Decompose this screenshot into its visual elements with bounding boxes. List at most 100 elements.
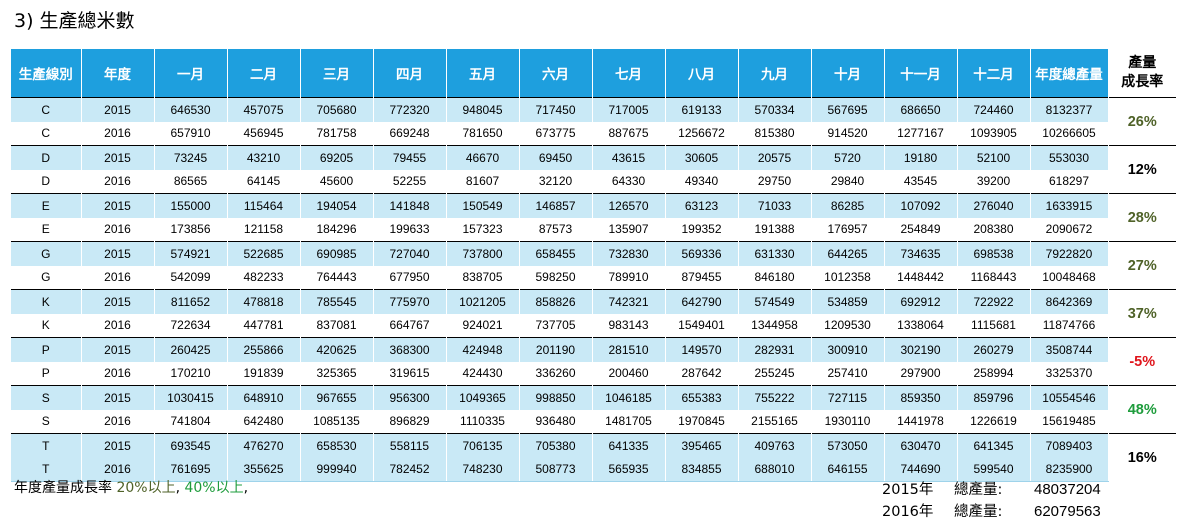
month-cell-mar: 69205 — [300, 145, 374, 170]
month-cell-apr: 782452 — [373, 457, 447, 482]
month-cell-mar: 967655 — [300, 385, 374, 410]
annual-total-cell: 7089403 — [1030, 433, 1109, 458]
header-aug: 八月 — [665, 49, 739, 98]
year-cell: 2015 — [81, 241, 155, 266]
year-cell: 2016 — [81, 265, 155, 290]
month-cell-dec: 698538 — [957, 241, 1031, 266]
month-cell-feb: 43210 — [227, 145, 301, 170]
month-cell-jul: 1481705 — [592, 409, 666, 434]
month-cell-nov: 1448442 — [884, 265, 958, 290]
line-cell: G — [11, 241, 82, 266]
month-cell-jan: 170210 — [154, 361, 228, 386]
total-label: 總產量: — [954, 482, 1003, 498]
month-cell-oct: 727115 — [811, 385, 885, 410]
year-cell: 2016 — [81, 361, 155, 386]
month-cell-aug: 199352 — [665, 217, 739, 242]
year-cell: 2015 — [81, 145, 155, 170]
month-cell-nov: 1338064 — [884, 313, 958, 338]
month-cell-may: 748230 — [446, 457, 520, 482]
growth-legend-note: 年度產量成長率 20%以上, 40%以上, — [14, 479, 248, 497]
month-cell-feb: 478818 — [227, 289, 301, 314]
month-cell-jun: 69450 — [519, 145, 593, 170]
month-cell-jun: 717450 — [519, 97, 593, 122]
month-cell-sep: 20575 — [738, 145, 812, 170]
month-cell-dec: 599540 — [957, 457, 1031, 482]
month-cell-sep: 755222 — [738, 385, 812, 410]
month-cell-nov: 1277167 — [884, 121, 958, 146]
month-cell-aug: 642790 — [665, 289, 739, 314]
month-cell-sep: 2155165 — [738, 409, 812, 434]
growth-rate-cell: 37% — [1108, 289, 1176, 338]
month-cell-aug: 655383 — [665, 385, 739, 410]
year-cell: 2015 — [81, 289, 155, 314]
month-cell-jul: 789910 — [592, 265, 666, 290]
month-cell-may: 150549 — [446, 193, 520, 218]
table-row: T 2015 693545 476270 658530 558115 706135 70538… — [11, 433, 1176, 482]
month-cell-jan: 173856 — [154, 217, 228, 242]
month-cell-dec: 258994 — [957, 361, 1031, 386]
month-cell-jun: 673775 — [519, 121, 593, 146]
month-cell-jan: 574921 — [154, 241, 228, 266]
month-cell-mar: 690985 — [300, 241, 374, 266]
total-row-2015: 2015年 總產量: 48037204 — [882, 479, 1114, 501]
month-cell-apr: 79455 — [373, 145, 447, 170]
month-cell-dec: 724460 — [957, 97, 1031, 122]
month-cell-mar: 781758 — [300, 121, 374, 146]
month-cell-aug: 1256672 — [665, 121, 739, 146]
line-cell: S — [11, 385, 82, 410]
table-row: G 2015 574921 522685 690985 727040 737800 65845… — [11, 241, 1176, 290]
total-value: 62079563 — [1034, 503, 1101, 520]
month-cell-may: 424948 — [446, 337, 520, 362]
month-cell-jul: 887675 — [592, 121, 666, 146]
header-feb: 二月 — [227, 49, 301, 98]
month-cell-jul: 43615 — [592, 145, 666, 170]
header-dec: 十二月 — [957, 49, 1031, 98]
line-cell: D — [11, 169, 82, 194]
month-cell-jun: 737705 — [519, 313, 593, 338]
year-cell: 2015 — [81, 385, 155, 410]
year-cell: 2016 — [81, 169, 155, 194]
month-cell-jan: 741804 — [154, 409, 228, 434]
month-cell-sep: 255245 — [738, 361, 812, 386]
month-cell-apr: 677950 — [373, 265, 447, 290]
year-cell: 2015 — [81, 193, 155, 218]
line-cell: K — [11, 289, 82, 314]
month-cell-feb: 447781 — [227, 313, 301, 338]
month-cell-mar: 658530 — [300, 433, 374, 458]
table-row: D 2015 73245 43210 69205 79455 46670 69450 43615… — [11, 145, 1176, 194]
month-cell-jun: 508773 — [519, 457, 593, 482]
table-row: S 2016 741804 642480 1085135 896829 1110335 936… — [11, 409, 1176, 434]
month-cell-feb: 457075 — [227, 97, 301, 122]
note-green-threshold: 40%以上 — [184, 480, 244, 496]
table-row: C 2015 646530 457075 705680 772320 948045 71745… — [11, 97, 1176, 146]
month-cell-jan: 761695 — [154, 457, 228, 482]
month-cell-jun: 858826 — [519, 289, 593, 314]
month-cell-aug: 395465 — [665, 433, 739, 458]
month-cell-nov: 1441978 — [884, 409, 958, 434]
month-cell-may: 424430 — [446, 361, 520, 386]
month-cell-sep: 846180 — [738, 265, 812, 290]
month-cell-jul: 565935 — [592, 457, 666, 482]
month-cell-aug: 287642 — [665, 361, 739, 386]
month-cell-feb: 115464 — [227, 193, 301, 218]
table-row: T 2016 761695 355625 999940 782452 748230 50877… — [11, 457, 1176, 482]
month-cell-feb: 482233 — [227, 265, 301, 290]
note-suffix: , — [243, 480, 249, 496]
month-cell-jul: 64330 — [592, 169, 666, 194]
line-cell: K — [11, 313, 82, 338]
month-cell-sep: 29750 — [738, 169, 812, 194]
year-cell: 2016 — [81, 121, 155, 146]
month-cell-sep: 71033 — [738, 193, 812, 218]
growth-rate-cell: -5% — [1108, 337, 1176, 386]
month-cell-aug: 834855 — [665, 457, 739, 482]
annual-total-cell: 10048468 — [1030, 265, 1109, 290]
header-may: 五月 — [446, 49, 520, 98]
month-cell-apr: 319615 — [373, 361, 447, 386]
month-cell-oct: 914520 — [811, 121, 885, 146]
growth-header-line2: 成長率 — [1121, 74, 1164, 90]
month-cell-oct: 257410 — [811, 361, 885, 386]
month-cell-aug: 1549401 — [665, 313, 739, 338]
line-cell: D — [11, 145, 82, 170]
table-row: C 2016 657910 456945 781758 669248 781650 67377… — [11, 121, 1176, 146]
month-cell-apr: 664767 — [373, 313, 447, 338]
